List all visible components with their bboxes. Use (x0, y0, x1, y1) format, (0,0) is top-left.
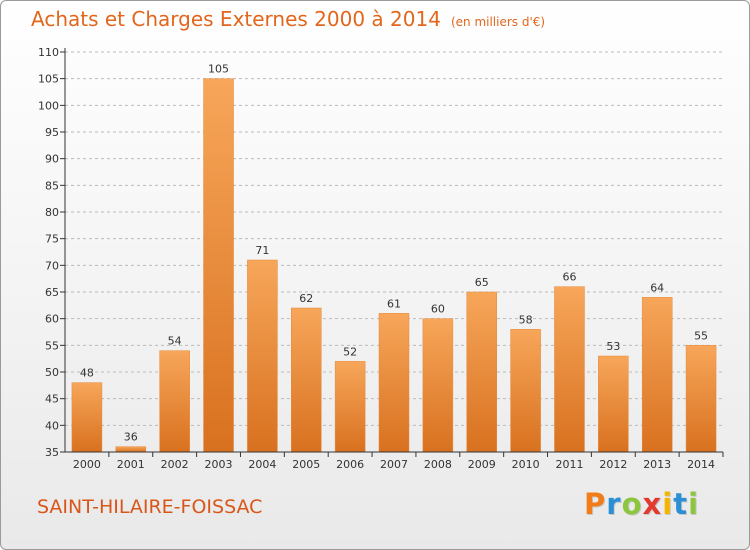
value-label: 55 (694, 329, 708, 342)
chart-title: Achats et Charges Externes 2000 à 2014 (e… (31, 7, 545, 31)
y-tick-label: 55 (45, 339, 59, 352)
bar (159, 350, 190, 453)
value-label: 53 (606, 340, 620, 353)
value-label: 105 (208, 63, 229, 76)
bar (685, 345, 717, 453)
y-tick-label: 50 (45, 366, 59, 379)
x-tick-label: 2009 (468, 458, 496, 471)
y-tick-label: 65 (45, 286, 59, 299)
y-tick-label: 105 (38, 73, 59, 86)
value-label: 62 (299, 292, 313, 305)
axes (60, 48, 724, 457)
value-label: 61 (387, 297, 401, 310)
value-label: 52 (343, 345, 357, 358)
x-tick-label: 2000 (73, 458, 101, 471)
bar (378, 313, 410, 453)
bar (422, 318, 454, 453)
y-tick-label: 70 (45, 259, 59, 272)
x-tick-label: 2013 (643, 458, 671, 471)
value-label: 71 (255, 244, 269, 257)
x-tick-label: 2003 (205, 458, 233, 471)
value-label: 65 (475, 276, 489, 289)
x-tick-label: 2001 (117, 458, 145, 471)
bar (247, 259, 278, 453)
logo-letter: i (662, 487, 674, 521)
x-tick-label: 2006 (336, 458, 364, 471)
value-label: 58 (519, 313, 533, 326)
bar (115, 446, 147, 453)
commune-name: SAINT-HILAIRE-FOISSAC (37, 496, 263, 518)
x-tick-label: 2012 (599, 458, 627, 471)
x-tick-label: 2008 (424, 458, 452, 471)
y-tick-label: 80 (45, 206, 59, 219)
logo-letter: i (688, 487, 700, 521)
value-label: 64 (650, 281, 664, 294)
y-tick-label: 45 (45, 393, 59, 406)
logo-letter: P (584, 487, 607, 521)
bar (203, 78, 234, 453)
y-tick-label: 110 (38, 46, 59, 59)
bar (598, 355, 629, 453)
chart-unit: (en milliers d'€) (450, 15, 546, 29)
x-tick-label: 2002 (161, 458, 189, 471)
y-tick-label: 40 (45, 419, 59, 432)
proxiti-logo: Proxiti (584, 487, 699, 521)
y-tick-label: 85 (45, 179, 59, 192)
value-label: 36 (124, 431, 138, 444)
bar (71, 382, 103, 453)
x-tick-label: 2014 (687, 458, 715, 471)
x-tick-label: 2004 (248, 458, 276, 471)
y-tick-label: 100 (38, 99, 59, 112)
value-label: 66 (562, 271, 576, 284)
x-tick-label: 2010 (512, 458, 540, 471)
x-tick-label: 2005 (292, 458, 320, 471)
x-tick-label: 2007 (380, 458, 408, 471)
y-tick-label: 95 (45, 126, 59, 139)
y-tick-label: 35 (45, 446, 59, 459)
y-tick-label: 75 (45, 233, 59, 246)
logo-letter: x (642, 487, 663, 521)
chart-title-text: Achats et Charges Externes 2000 à 2014 (31, 7, 441, 31)
y-tick-label: 90 (45, 153, 59, 166)
value-label: 60 (431, 303, 445, 316)
bar (466, 291, 497, 453)
value-label: 48 (80, 367, 94, 380)
bar (641, 297, 673, 453)
bar (291, 307, 322, 453)
bar (510, 329, 541, 453)
value-label: 54 (168, 335, 182, 348)
logo-letter: r (606, 487, 622, 521)
y-tick-label: 60 (45, 313, 59, 326)
bar (554, 286, 585, 453)
logo-letter: t (673, 487, 689, 521)
labels: 35 40 45 50 55 60 65 70 75 80 85 90 95 100 105 110 48 200… (38, 46, 715, 471)
logo-letter: o (621, 487, 643, 521)
bar (334, 361, 366, 453)
bars (71, 78, 717, 453)
x-tick-label: 2011 (555, 458, 583, 471)
